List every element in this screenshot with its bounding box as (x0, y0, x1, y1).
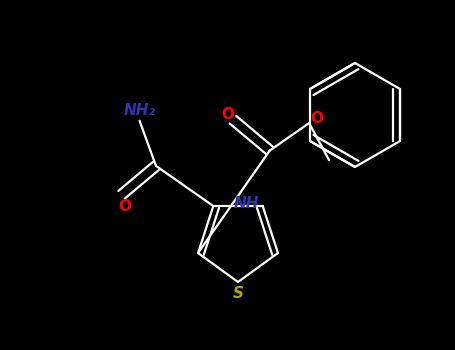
Text: O: O (311, 111, 324, 126)
Text: O: O (118, 199, 131, 214)
Text: NH₂: NH₂ (123, 103, 156, 118)
Text: S: S (233, 287, 243, 301)
Text: O: O (222, 107, 234, 122)
Text: NH: NH (234, 196, 259, 211)
